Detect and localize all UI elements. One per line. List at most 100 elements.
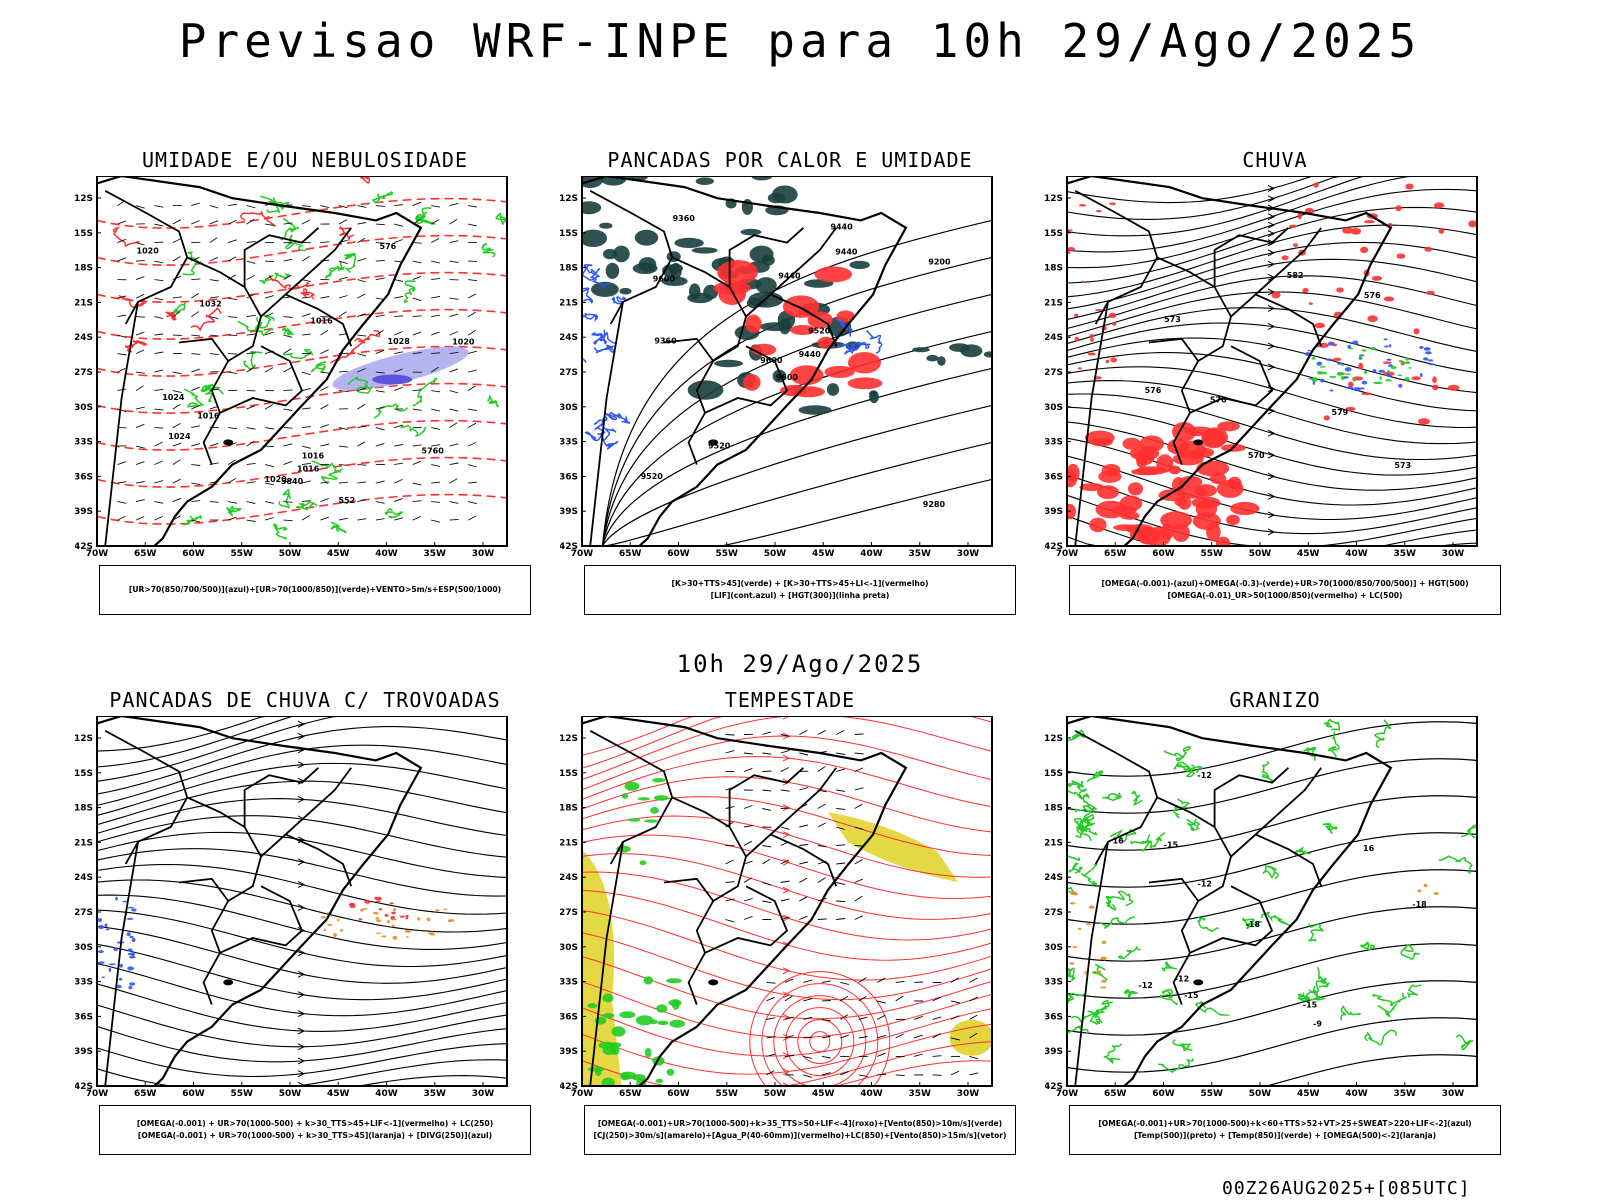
wind-vector — [357, 464, 367, 466]
contour-label: 1020 — [265, 475, 288, 484]
wind-vector — [264, 295, 274, 299]
divergence-area — [131, 953, 135, 957]
wind-vector — [449, 260, 459, 264]
wind-vector — [375, 518, 385, 521]
country-border — [704, 345, 789, 414]
humidity-red-contour — [339, 226, 355, 243]
lat-tick-label: 27S — [75, 908, 93, 918]
divergence-area — [126, 932, 131, 937]
wind-vector — [246, 314, 256, 318]
omega-500-area — [1423, 883, 1428, 888]
contour-label: 579 — [1332, 408, 1349, 417]
wind-vector — [191, 292, 200, 299]
rain-area — [1215, 536, 1231, 546]
wind-vector — [821, 1035, 831, 1039]
panel-title: TEMPESTADE — [724, 688, 856, 712]
lon-tick-label: 45W — [1297, 1089, 1320, 1099]
wind-vector — [449, 368, 459, 373]
humidity-low-level-contour — [259, 272, 291, 285]
temp-500-contour — [1067, 906, 1477, 962]
lat-tick-label: 36S — [1045, 472, 1063, 482]
rain-area — [1156, 454, 1174, 473]
wind-vector — [265, 501, 274, 504]
plot-frame — [1066, 176, 1478, 547]
wind-vector — [154, 480, 164, 484]
humidity-low-level-contour — [415, 207, 436, 225]
country-border — [1148, 877, 1199, 902]
contour-label: 9360 — [673, 214, 696, 223]
rain-area — [1358, 362, 1364, 370]
strong-wind-area — [671, 999, 680, 1010]
humidity-red-contour — [190, 307, 222, 332]
wind-vector — [283, 334, 293, 338]
rain-area — [1067, 247, 1075, 251]
wind-vector — [430, 219, 440, 225]
wind-vector — [301, 500, 311, 503]
omega-500-area — [1084, 970, 1087, 975]
streamline — [582, 756, 992, 808]
wind-vector — [817, 803, 826, 809]
wind-vector — [283, 316, 293, 318]
lat-tick-label: 33S — [75, 978, 93, 988]
lat-tick-label: 36S — [560, 1012, 578, 1022]
instability-area — [826, 383, 840, 396]
wind-vector — [725, 919, 735, 923]
plot-frame — [581, 716, 993, 1087]
lon-tick-label: 60W — [667, 549, 690, 559]
rain-area — [1230, 501, 1260, 516]
thickness-contour — [97, 271, 507, 303]
strong-instability-area — [817, 336, 835, 349]
strong-wind-area — [644, 819, 658, 823]
country-border — [687, 952, 706, 1005]
wind-vector — [913, 1053, 923, 1057]
wind-vector — [301, 296, 311, 299]
rain-area — [1067, 229, 1073, 232]
wind-vector — [246, 241, 256, 244]
wind-vector — [375, 480, 385, 484]
strong-wind-area — [611, 1026, 626, 1037]
strong-wind-area — [636, 1077, 647, 1086]
height-contour — [601, 219, 992, 546]
lon-tick-label: 30W — [957, 549, 980, 559]
lifted-index-contour — [591, 332, 617, 345]
omega-area — [1344, 367, 1352, 372]
lon-tick-label: 45W — [1297, 549, 1320, 559]
wind-vector — [766, 1017, 776, 1020]
lat-tick-label: 18S — [560, 804, 578, 814]
country-border — [1148, 337, 1199, 362]
instability-area — [674, 237, 704, 248]
omega-area — [1325, 358, 1333, 361]
thickness-contour — [97, 456, 507, 488]
lon-tick-label: 35W — [424, 549, 447, 559]
strong-wind-area — [610, 1045, 620, 1055]
thunderstorm-area — [390, 916, 396, 920]
wind-vector — [836, 862, 846, 865]
wind-vector — [412, 260, 422, 264]
lon-tick-label: 45W — [327, 1089, 350, 1099]
temp-850-contour — [1172, 798, 1191, 819]
wind-vector — [394, 444, 404, 447]
omega-strong-area — [1344, 373, 1352, 375]
lon-tick-label: 50W — [1249, 549, 1272, 559]
lon-tick-label: 50W — [1249, 1089, 1272, 1099]
wind-vector — [780, 859, 790, 865]
wind-vector — [154, 515, 163, 521]
strong-wind-area — [620, 1071, 637, 1080]
temp-850-contour — [1359, 941, 1376, 951]
strong-instability-area — [848, 352, 881, 374]
contour-label: 1024 — [162, 393, 185, 402]
contour-label: 9600 — [776, 373, 799, 382]
rain-area — [1411, 376, 1421, 381]
coastline — [97, 716, 423, 1086]
wind-vector — [228, 297, 238, 301]
panel-title: GRANIZO — [1229, 688, 1321, 712]
omega-area — [1383, 338, 1388, 341]
wind-vector — [191, 220, 200, 225]
lat-tick-label: 24S — [560, 873, 578, 883]
convection-area — [426, 917, 431, 922]
wind-vector — [762, 882, 772, 886]
wind-vector — [854, 895, 863, 902]
wind-vector — [394, 239, 403, 244]
wind-vector — [743, 877, 752, 883]
omega-area — [1353, 387, 1361, 392]
